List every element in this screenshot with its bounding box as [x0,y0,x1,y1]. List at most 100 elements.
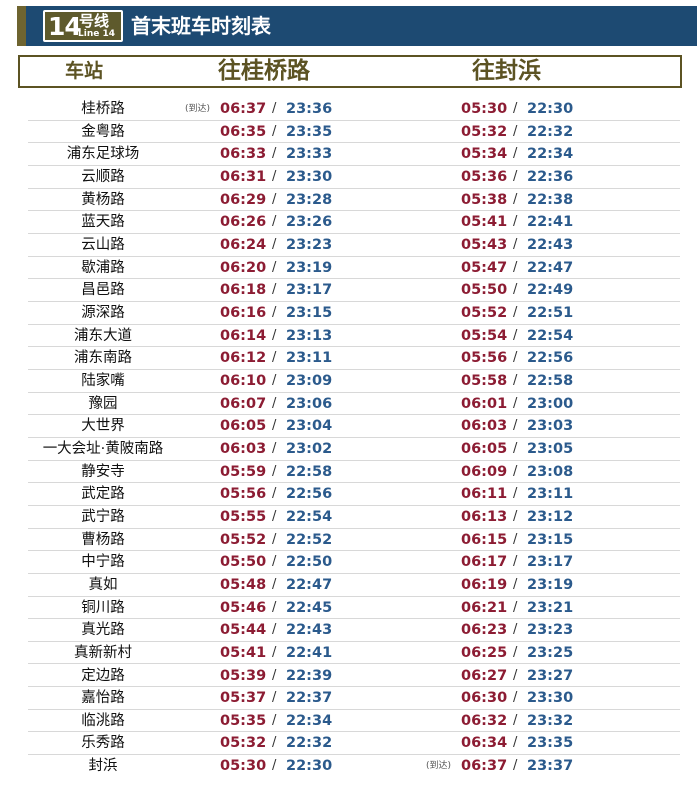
dir1-last-train: 22:58 [286,463,333,480]
dir2-first-train: 05:38 [461,191,508,208]
separator: / [513,214,518,230]
separator: / [513,101,518,116]
dir2-last-train: 23:03 [527,418,574,435]
table-row: 浦东大道 06:14 / 23:13 05:54 / 22:54 [28,325,680,348]
dir2-first-train: 06:34 [461,735,508,752]
table-row: 浦东南路 06:12 / 23:11 05:56 / 22:56 [28,347,680,370]
dir2-first-train: 06:09 [461,463,508,480]
dir2-first-train: 06:23 [461,622,508,639]
table-row: 金粤路 06:35 / 23:35 05:32 / 22:32 [28,121,680,144]
dir2-first-train: 06:32 [461,712,508,729]
dir2-first-train: 05:50 [461,282,508,299]
dir1-last-train: 22:41 [286,644,333,661]
dir1-first-train: 05:30 [220,758,267,775]
station-name: 歇浦路 [81,259,125,276]
dir2-last-train: 23:37 [527,758,574,775]
station-name: 云山路 [81,236,125,253]
separator: / [272,418,277,434]
dir2-last-train: 22:58 [527,372,574,389]
table-row: 大世界 06:05 / 23:04 06:03 / 23:03 [28,415,680,438]
table-row: 中宁路 05:50 / 22:50 06:17 / 23:17 [28,551,680,574]
dir1-last-train: 23:30 [286,168,333,185]
dir2-last-train: 22:36 [527,168,574,185]
title-bar: 14 号线 Line 14 首末班车时刻表 [17,6,697,46]
dir2-last-train: 22:38 [527,191,574,208]
accent-stripe [17,6,26,46]
station-name: 乐秀路 [81,735,125,752]
separator: / [513,282,518,298]
table-row: 云顺路 06:31 / 23:30 05:36 / 22:36 [28,166,680,189]
separator: / [272,327,277,343]
dir2-first-train: 06:13 [461,508,508,525]
table-row: 一大会址·黄陂南路 06:03 / 23:02 06:05 / 23:05 [28,438,680,461]
dir1-last-train: 23:28 [286,191,333,208]
dir2-last-train: 22:56 [527,350,574,367]
dir2-first-train: 06:21 [461,599,508,616]
dir2-last-train: 22:51 [527,304,574,321]
dir2-last-train: 22:43 [527,236,574,253]
dir2-first-train: 06:11 [461,486,508,503]
dir2-first-train: 05:32 [461,123,508,140]
dir1-first-train: 05:32 [220,735,267,752]
table-header: 车站 往桂桥路 往封浜 [18,55,682,88]
separator: / [272,622,277,638]
dir1-first-train: 06:10 [220,372,267,389]
dir2-last-train: 22:34 [527,146,574,163]
station-name: 真光路 [81,622,125,639]
table-row: 桂桥路 (到达) 06:37 / 23:36 05:30 / 22:30 [28,98,680,121]
dir2-first-train: 05:52 [461,304,508,321]
station-name: 金粤路 [81,123,125,140]
line-badge: 14 号线 Line 14 [43,10,123,42]
dir2-last-train: 23:21 [527,599,574,616]
station-name: 嘉怡路 [81,690,125,707]
dir2-last-train: 23:35 [527,735,574,752]
separator: / [272,644,277,660]
table-row: 嘉怡路 05:37 / 22:37 06:30 / 23:30 [28,687,680,710]
dir1-last-train: 22:30 [286,758,333,775]
separator: / [513,372,518,388]
table-row: 真新新村 05:41 / 22:41 06:25 / 23:25 [28,642,680,665]
dir2-first-train: 05:56 [461,350,508,367]
station-name: 曹杨路 [81,531,125,548]
dir1-last-train: 22:45 [286,599,333,616]
dir2-last-train: 23:12 [527,508,574,525]
station-name: 武宁路 [81,508,125,525]
separator: / [513,395,518,411]
dir1-last-train: 22:54 [286,508,333,525]
dir1-first-train: 05:55 [220,508,267,525]
dir1-last-train: 22:47 [286,576,333,593]
separator: / [513,622,518,638]
station-name: 封浜 [88,758,118,775]
table-row: 乐秀路 05:32 / 22:32 06:34 / 23:35 [28,732,680,756]
dir1-first-train: 06:24 [220,236,267,253]
dir1-first-train: 06:37 [220,101,267,117]
separator: / [513,236,518,252]
dir2-last-train: 23:08 [527,463,574,480]
dir1-first-train: 05:48 [220,576,267,593]
separator: / [272,282,277,298]
dir2-first-train: 05:54 [461,327,508,344]
dir2-first-train: 06:05 [461,440,508,457]
dir1-first-train: 06:31 [220,168,267,185]
dir1-first-train: 06:16 [220,304,267,321]
separator: / [513,486,518,502]
separator: / [513,418,518,434]
separator: / [513,463,518,479]
separator: / [513,735,518,751]
separator: / [272,146,277,162]
separator: / [272,531,277,547]
dir1-last-train: 22:39 [286,667,333,684]
dir2-last-train: 23:30 [527,690,574,707]
dir2-first-train: 06:27 [461,667,508,684]
separator: / [272,440,277,456]
dir1-first-train: 06:05 [220,418,267,435]
station-name: 桂桥路 [81,101,125,117]
station-name: 真如 [88,576,118,593]
dir1-last-train: 22:56 [286,486,333,503]
dir1-first-train: 06:18 [220,282,267,299]
table-row: 陆家嘴 06:10 / 23:09 05:58 / 22:58 [28,370,680,393]
separator: / [272,236,277,252]
dir2-first-train: 06:15 [461,531,508,548]
dir1-first-train: 05:56 [220,486,267,503]
dir1-last-train: 23:23 [286,236,333,253]
